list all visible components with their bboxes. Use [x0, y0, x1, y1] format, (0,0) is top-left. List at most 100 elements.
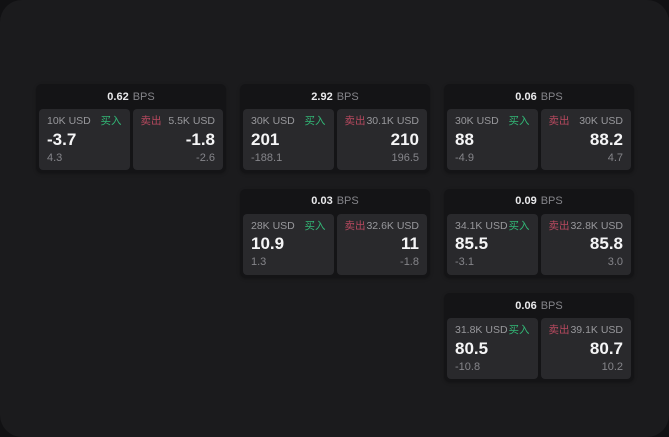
buy-label: 买入 — [304, 115, 326, 127]
buy-price: 10.9 — [251, 234, 285, 254]
spread-header: 0.06 BPS — [447, 293, 631, 318]
quote-panels: 30K USD 买入 201 -188.1 卖出 30.1K USD 210 1… — [243, 109, 427, 170]
bps-unit-label: BPS — [336, 90, 359, 103]
sell-price: 11 — [401, 234, 419, 254]
sell-amount: 5.5K USD — [168, 115, 215, 127]
sell-panel-top: 卖出 5.5K USD — [140, 115, 216, 128]
sell-label: 卖出 — [344, 115, 366, 127]
sell-panel[interactable]: 卖出 5.5K USD -1.8 -2.6 — [132, 109, 223, 170]
buy-delta: -188.1 — [251, 151, 283, 164]
buy-price: 88 — [455, 129, 474, 149]
sell-panel[interactable]: 卖出 39.1K USD 80.7 10.2 — [540, 318, 631, 379]
buy-label: 买入 — [100, 115, 122, 127]
buy-label: 买入 — [508, 219, 530, 232]
sell-price: -1.8 — [185, 129, 215, 149]
spread-header: 0.62 BPS — [39, 84, 223, 109]
sell-panel-top: 卖出 39.1K USD — [548, 324, 624, 337]
quote-panels: 10K USD 买入 -3.7 4.3 卖出 5.5K USD -1.8 -2.… — [39, 109, 223, 170]
sell-panel-top: 卖出 30K USD — [548, 115, 624, 128]
buy-panel[interactable]: 30K USD 买入 201 -188.1 — [243, 109, 334, 170]
buy-amount: 31.8K USD — [455, 324, 508, 336]
buy-panel-top: 30K USD 买入 — [455, 115, 530, 128]
quote-card: 0.06 BPS 30K USD 买入 88 -4.9 卖出 30K USD — [444, 84, 634, 173]
sell-amount: 30.1K USD — [366, 115, 419, 127]
spread-header: 0.06 BPS — [447, 84, 631, 109]
quote-card: 2.92 BPS 30K USD 买入 201 -188.1 卖出 30.1K … — [240, 84, 430, 173]
sell-panel[interactable]: 卖出 30K USD 88.2 4.7 — [540, 109, 631, 170]
quote-card: 0.62 BPS 10K USD 买入 -3.7 4.3 卖出 5.5K USD — [36, 84, 226, 173]
quote-panels: 34.1K USD 买入 85.5 -3.1 卖出 32.8K USD 85.8… — [447, 213, 631, 275]
sell-delta: 4.7 — [607, 151, 623, 164]
quote-panels: 28K USD 买入 10.9 1.3 卖出 32.6K USD 11 -1.8 — [243, 213, 427, 275]
sell-label: 卖出 — [140, 115, 162, 127]
bps-unit-label: BPS — [132, 90, 155, 103]
sell-panel[interactable]: 卖出 32.6K USD 11 -1.8 — [336, 213, 427, 275]
buy-delta: -10.8 — [455, 360, 481, 373]
sell-price: 210 — [390, 129, 419, 149]
sell-amount: 30K USD — [579, 115, 623, 127]
spread-header: 0.03 BPS — [243, 189, 427, 214]
spread-header: 2.92 BPS — [243, 84, 427, 109]
sell-delta: -2.6 — [196, 151, 215, 164]
sell-label: 卖出 — [548, 324, 570, 336]
sell-panel[interactable]: 卖出 32.8K USD 85.8 3.0 — [540, 213, 631, 275]
bps-unit-label: BPS — [336, 195, 359, 207]
sell-delta: -1.8 — [400, 256, 419, 269]
buy-panel-top: 30K USD 买入 — [251, 115, 326, 128]
bps-value: 0.09 — [515, 195, 537, 207]
sell-price: 80.7 — [589, 338, 623, 358]
quote-card: 0.06 BPS 31.8K USD 买入 80.5 -10.8 卖出 39.1… — [444, 293, 634, 382]
buy-amount: 28K USD — [251, 219, 295, 232]
buy-panel[interactable]: 34.1K USD 买入 85.5 -3.1 — [447, 213, 538, 275]
bps-value: 2.92 — [311, 90, 333, 103]
buy-panel-top: 28K USD 买入 — [251, 219, 326, 233]
buy-price: 80.5 — [455, 338, 489, 358]
sell-panel-top: 卖出 32.6K USD — [344, 219, 420, 233]
sell-delta: 10.2 — [601, 360, 623, 373]
bps-value: 0.06 — [515, 299, 537, 312]
buy-panel[interactable]: 31.8K USD 买入 80.5 -10.8 — [447, 318, 538, 379]
bps-value: 0.03 — [311, 195, 333, 207]
buy-delta: 1.3 — [251, 256, 267, 269]
buy-price: 85.5 — [455, 234, 489, 254]
buy-panel[interactable]: 28K USD 买入 10.9 1.3 — [243, 213, 334, 275]
bps-unit-label: BPS — [540, 195, 563, 207]
buy-label: 买入 — [304, 219, 326, 232]
sell-price: 88.2 — [589, 129, 623, 149]
quote-panels: 30K USD 买入 88 -4.9 卖出 30K USD 88.2 4.7 — [447, 109, 631, 170]
sell-panel-top: 卖出 32.8K USD — [548, 219, 624, 233]
bps-unit-label: BPS — [540, 299, 563, 312]
sell-label: 卖出 — [344, 219, 366, 232]
sell-amount: 39.1K USD — [570, 324, 623, 336]
buy-price: 201 — [251, 129, 280, 149]
buy-delta: -3.1 — [455, 256, 474, 269]
buy-amount: 10K USD — [47, 115, 91, 127]
buy-price: -3.7 — [47, 129, 77, 149]
bps-value: 0.06 — [515, 90, 537, 103]
sell-panel-top: 卖出 30.1K USD — [344, 115, 420, 128]
buy-label: 买入 — [508, 324, 530, 336]
quote-card-grid: 0.62 BPS 10K USD 买入 -3.7 4.3 卖出 5.5K USD — [36, 84, 634, 382]
buy-panel-top: 31.8K USD 买入 — [455, 324, 530, 337]
sell-panel[interactable]: 卖出 30.1K USD 210 196.5 — [336, 109, 427, 170]
sell-delta: 196.5 — [391, 151, 419, 164]
quote-card: 0.03 BPS 28K USD 买入 10.9 1.3 卖出 32.6K US… — [240, 188, 430, 278]
spread-header: 0.09 BPS — [447, 189, 631, 214]
quote-panels: 31.8K USD 买入 80.5 -10.8 卖出 39.1K USD 80.… — [447, 318, 631, 379]
sell-label: 卖出 — [548, 115, 570, 127]
quote-card: 0.09 BPS 34.1K USD 买入 85.5 -3.1 卖出 32.8K… — [444, 188, 634, 278]
buy-panel-top: 10K USD 买入 — [47, 115, 122, 128]
buy-delta: 4.3 — [47, 151, 63, 164]
sell-delta: 3.0 — [607, 256, 623, 269]
buy-panel-top: 34.1K USD 买入 — [455, 219, 530, 233]
buy-panel[interactable]: 10K USD 买入 -3.7 4.3 — [39, 109, 130, 170]
sell-label: 卖出 — [548, 219, 570, 232]
buy-amount: 30K USD — [251, 115, 295, 127]
buy-panel[interactable]: 30K USD 买入 88 -4.9 — [447, 109, 538, 170]
bps-value: 0.62 — [107, 90, 129, 103]
sell-price: 85.8 — [589, 234, 623, 254]
sell-amount: 32.8K USD — [570, 219, 623, 232]
sell-amount: 32.6K USD — [366, 219, 419, 232]
buy-amount: 34.1K USD — [455, 219, 508, 232]
